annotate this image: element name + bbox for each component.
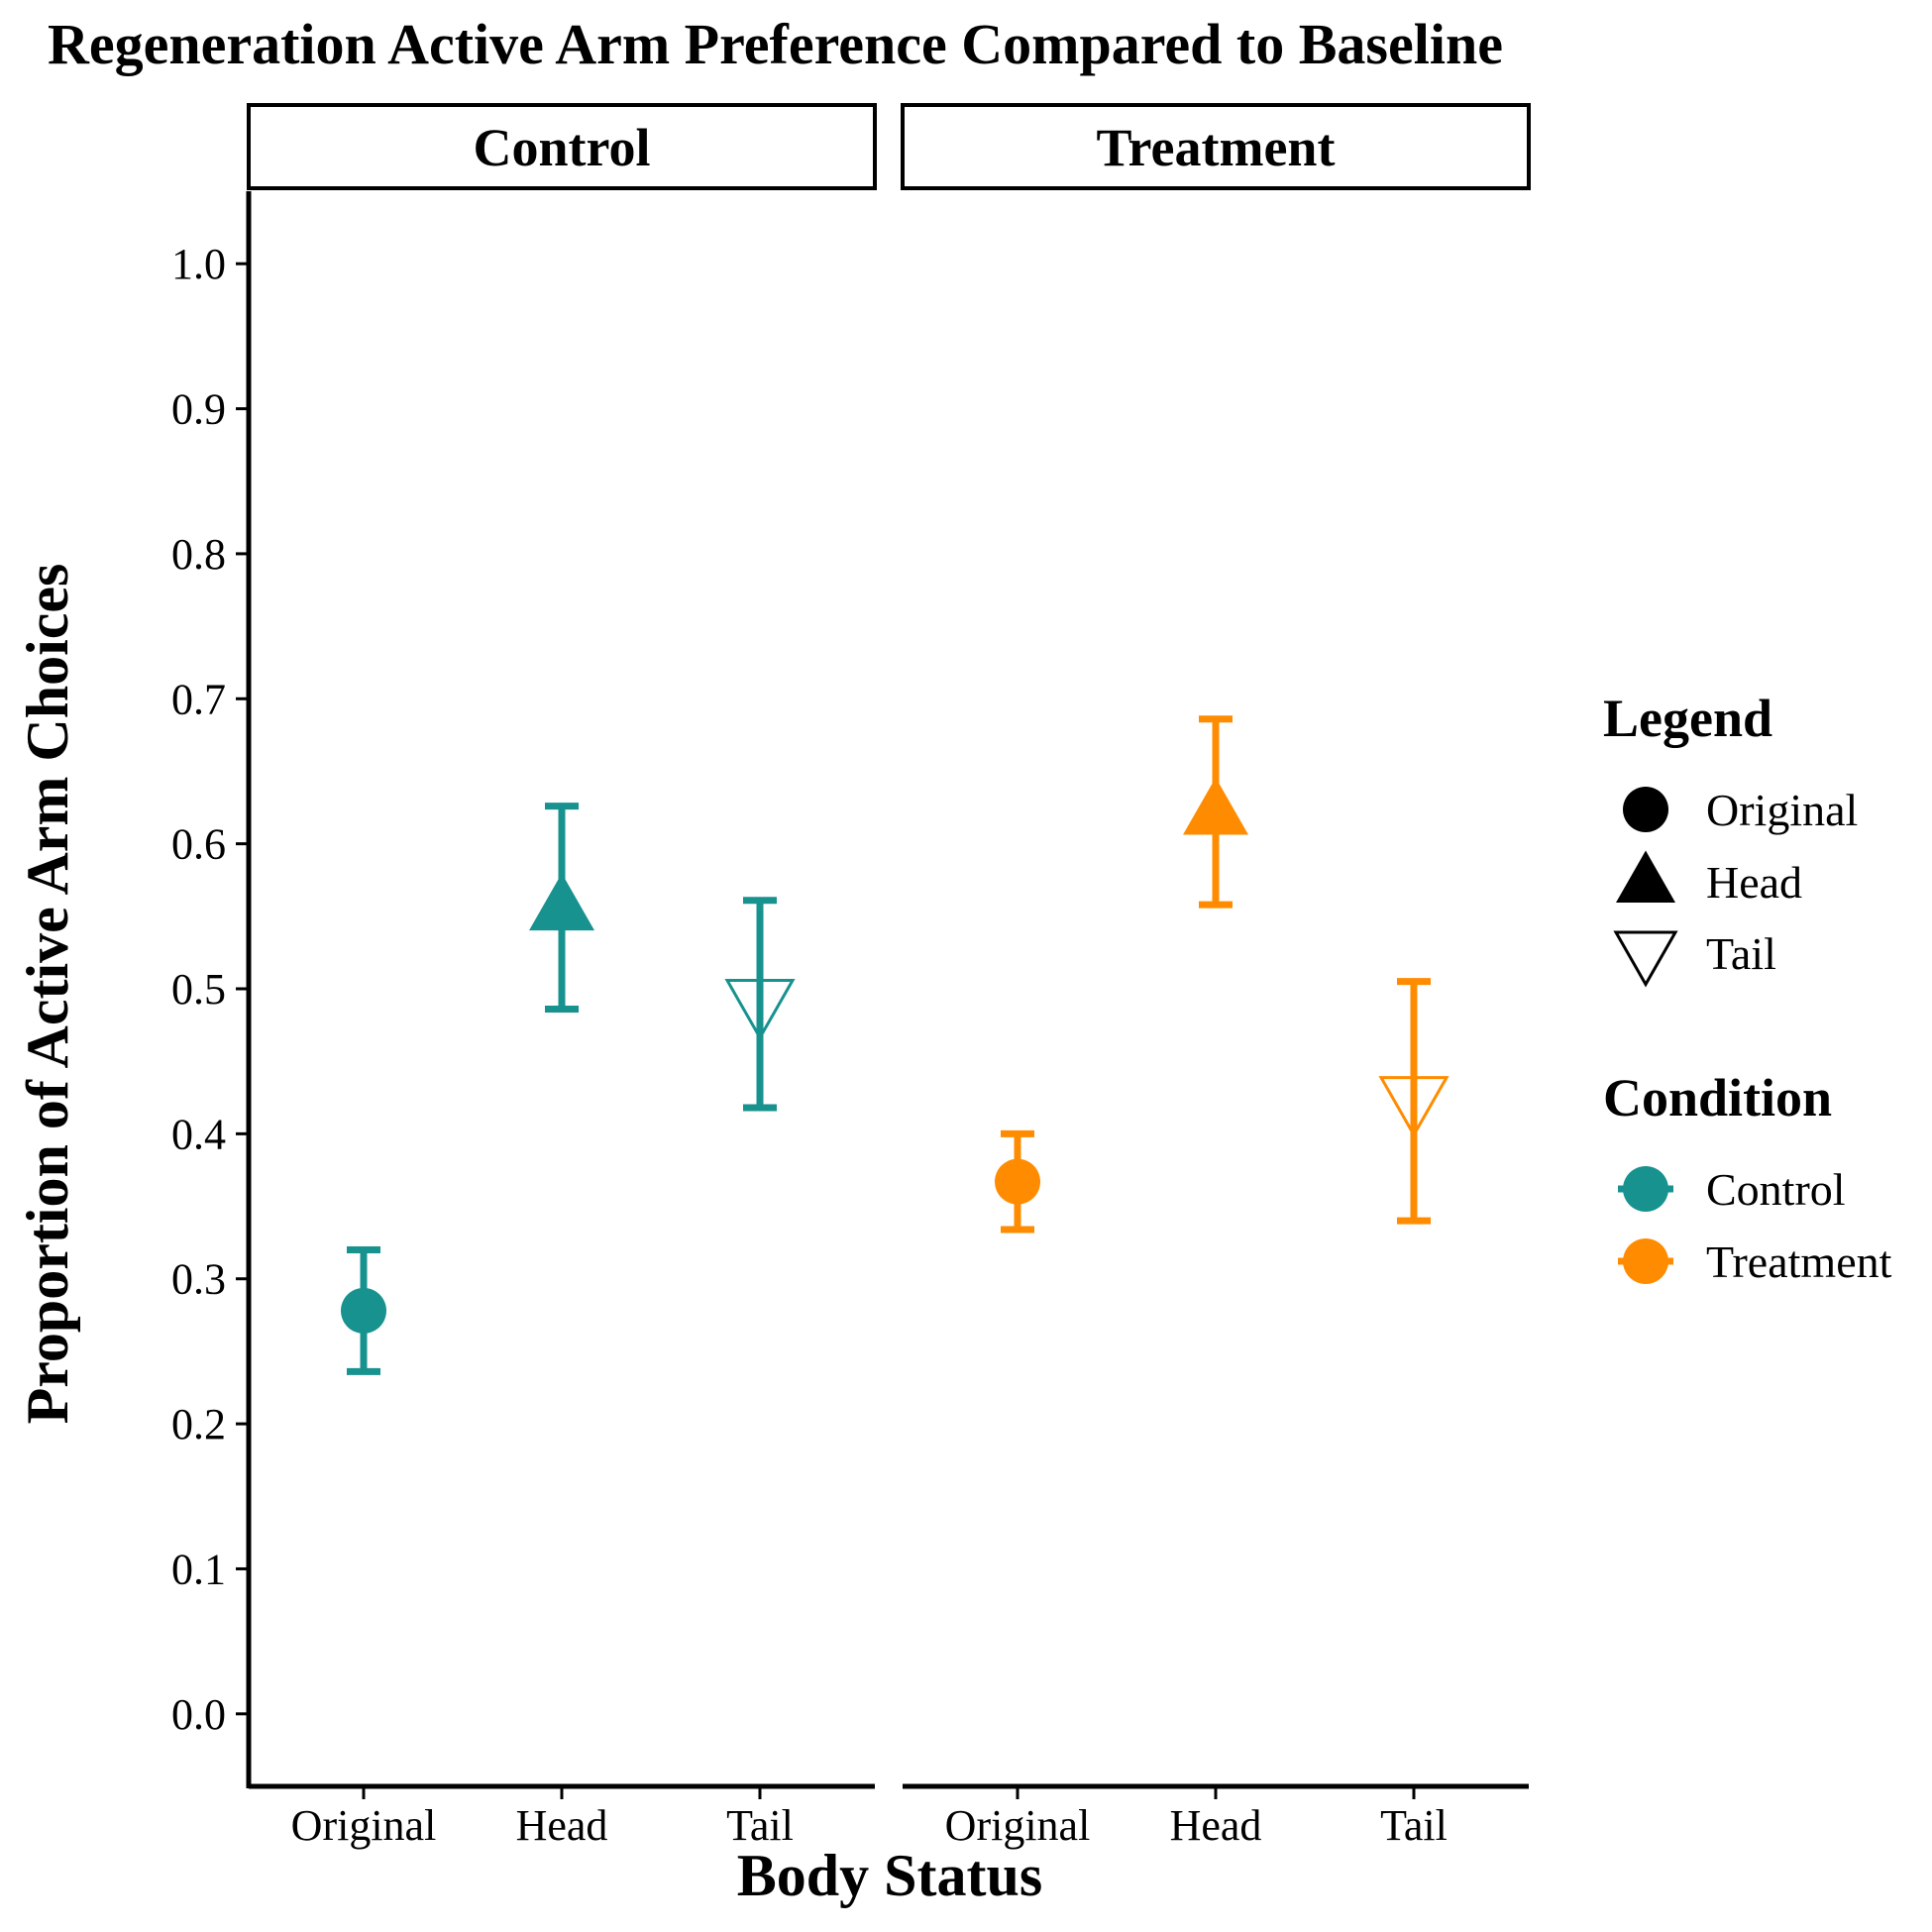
- y-tick-label: 0.3: [171, 1255, 226, 1304]
- legend-key-head: [1616, 850, 1675, 903]
- y-axis-title: Proportion of Active Arm Choices: [15, 564, 80, 1425]
- y-tick-label: 0.2: [171, 1400, 226, 1449]
- x-tick-label: Head: [516, 1801, 608, 1850]
- x-tick-label: Original: [291, 1801, 437, 1850]
- point-treatment-head: [1183, 777, 1248, 835]
- legend-shape-title: Legend: [1603, 689, 1772, 748]
- legend-label-treatment: Treatment: [1706, 1236, 1892, 1287]
- y-tick-label: 0.0: [171, 1690, 226, 1739]
- legend-key-tail: [1613, 930, 1678, 988]
- legend-label-head: Head: [1706, 857, 1802, 908]
- y-tick-label: 0.7: [171, 675, 226, 723]
- point-treatment-tail: [1378, 1076, 1449, 1138]
- x-axis-title: Body Status: [737, 1843, 1042, 1908]
- legend-label-tail: Tail: [1706, 928, 1776, 979]
- legend-key-treatment: [1623, 1238, 1668, 1284]
- y-tick-label: 0.1: [171, 1545, 226, 1593]
- legend-label-original: Original: [1706, 785, 1858, 835]
- x-tick-label: Tail: [1380, 1801, 1448, 1850]
- chart-title: Regeneration Active Arm Preference Compa…: [48, 12, 1503, 76]
- y-tick-label: 0.5: [171, 965, 226, 1014]
- facet-label-1: Treatment: [1097, 118, 1336, 177]
- legend-label-control: Control: [1706, 1164, 1846, 1215]
- x-tick-label: Tail: [726, 1801, 794, 1850]
- facet-label-0: Control: [473, 118, 650, 177]
- point-control-head: [529, 873, 594, 931]
- point-control-tail: [724, 979, 796, 1041]
- point-treatment-original: [995, 1158, 1040, 1205]
- legend-key-original: [1623, 787, 1668, 832]
- x-tick-label: Original: [945, 1801, 1091, 1850]
- y-tick-label: 0.4: [171, 1110, 226, 1158]
- y-tick-label: 0.6: [171, 820, 226, 869]
- legend-key-control: [1623, 1166, 1668, 1212]
- facet-strip-0: [247, 103, 877, 190]
- y-tick-label: 1.0: [171, 240, 226, 288]
- legend-color-title: Condition: [1603, 1068, 1832, 1127]
- x-tick-label: Head: [1170, 1801, 1262, 1850]
- y-tick-label: 0.8: [171, 530, 226, 579]
- facet-strip-1: [901, 103, 1531, 190]
- y-tick-label: 0.9: [171, 385, 226, 434]
- point-control-original: [341, 1287, 386, 1334]
